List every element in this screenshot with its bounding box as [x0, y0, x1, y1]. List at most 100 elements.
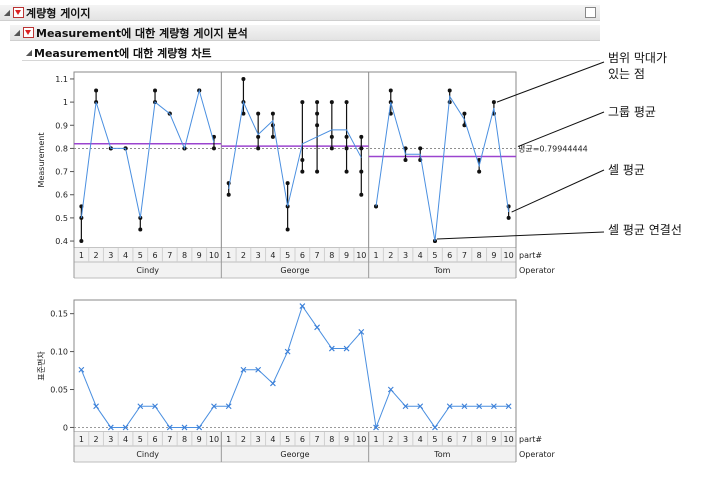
- part-label: 3: [403, 435, 408, 444]
- part-label: 1: [373, 435, 378, 444]
- std-dev-point: [432, 424, 438, 431]
- measurement-point: [241, 111, 246, 116]
- part-label: 7: [462, 435, 467, 444]
- operator-label: Tom: [433, 450, 450, 459]
- annotation-pointer: [517, 111, 605, 148]
- part-label: 5: [285, 435, 290, 444]
- part-axis-label: part#: [519, 251, 542, 260]
- part-label: 5: [285, 251, 290, 260]
- annotation-range-bars: 있는 점: [608, 67, 645, 81]
- part-label: 3: [256, 435, 261, 444]
- y-axis-label: Measurement: [37, 133, 46, 188]
- std-dev-point: [284, 348, 291, 355]
- measurement-point: [359, 134, 364, 139]
- report-header-gauge-analysis[interactable]: ◢ Measurement에 대한 계량형 게이지 분석: [10, 25, 600, 41]
- std-dev-point: [505, 403, 512, 410]
- part-label: 8: [329, 251, 334, 260]
- std-dev-point: [255, 366, 262, 373]
- y-tick-label: 1.1: [55, 75, 68, 84]
- collapse-triangle-icon[interactable]: ◢: [3, 8, 11, 17]
- operator-label: Cindy: [136, 266, 159, 275]
- measurement-point: [226, 192, 231, 197]
- part-label: 6: [300, 435, 305, 444]
- operator-label: George: [280, 266, 309, 275]
- part-label: 7: [315, 435, 320, 444]
- part-label: 2: [241, 251, 246, 260]
- part-label: 1: [373, 251, 378, 260]
- measurement-point: [344, 100, 349, 105]
- red-triangle-menu-icon[interactable]: [13, 7, 24, 18]
- part-label: 10: [356, 251, 366, 260]
- part-label: 5: [432, 251, 437, 260]
- annotation-cell-mean: 셀 평균: [608, 163, 645, 177]
- part-label: 7: [167, 251, 172, 260]
- std-dev-point: [358, 328, 365, 335]
- part-label: 2: [388, 251, 393, 260]
- part-label: 7: [462, 251, 467, 260]
- y-axis-label: 표준편차: [36, 351, 46, 381]
- part-label: 6: [447, 435, 452, 444]
- part-label: 9: [491, 435, 496, 444]
- report-title: 계량형 게이지: [26, 6, 91, 20]
- std-dev-point: [166, 424, 173, 431]
- restore-icon[interactable]: [585, 7, 596, 18]
- measurement-point: [418, 146, 423, 151]
- part-label: 9: [491, 251, 496, 260]
- std-dev-point: [491, 403, 497, 410]
- std-dev-point: [152, 403, 158, 410]
- red-triangle-menu-icon[interactable]: [23, 27, 34, 38]
- y-tick-label: 0.15: [50, 310, 68, 319]
- std-dev-point: [387, 386, 394, 393]
- part-label: 4: [123, 251, 128, 260]
- part-label: 2: [388, 435, 393, 444]
- collapse-triangle-icon[interactable]: ◢: [25, 48, 33, 57]
- part-label: 10: [504, 251, 514, 260]
- bottom-plot-frame: [73, 299, 517, 433]
- measurement-point: [270, 111, 275, 116]
- std-dev-point: [93, 403, 99, 410]
- measurement-point: [388, 88, 393, 93]
- part-label: 5: [138, 251, 143, 260]
- measurement-point: [359, 146, 364, 151]
- part-label: 2: [94, 251, 99, 260]
- part-label: 4: [270, 435, 275, 444]
- part-label: 10: [209, 435, 219, 444]
- part-label: 8: [329, 435, 334, 444]
- std-dev-point: [107, 424, 114, 431]
- collapse-triangle-icon[interactable]: ◢: [13, 28, 21, 37]
- measurement-point: [477, 169, 482, 174]
- measurement-point: [344, 169, 349, 174]
- part-axis-label: part#: [519, 435, 542, 444]
- report-header-gauge-chart[interactable]: ◢ Measurement에 대한 계량형 차트: [22, 45, 600, 61]
- part-label: 5: [138, 435, 143, 444]
- measurement-point: [506, 215, 511, 220]
- measurement-point: [241, 76, 246, 81]
- measurement-point: [153, 88, 158, 93]
- operator-label: Cindy: [136, 450, 159, 459]
- part-label: 6: [447, 251, 452, 260]
- report-header-gauge[interactable]: ◢ 계량형 게이지: [0, 5, 600, 21]
- part-label: 4: [418, 435, 423, 444]
- std-dev-point: [328, 345, 335, 352]
- part-label: 8: [477, 251, 482, 260]
- y-tick-label: 0.05: [50, 386, 68, 395]
- part-label: 8: [182, 251, 187, 260]
- part-label: 4: [418, 251, 423, 260]
- grand-mean-label: 평균=0.79944444: [518, 144, 588, 154]
- y-tick-label: 0.8: [55, 144, 68, 153]
- part-label: 2: [94, 435, 99, 444]
- std-dev-point: [461, 403, 468, 410]
- measurement-point: [447, 88, 452, 93]
- measurement-point: [256, 146, 261, 151]
- measurement-point: [344, 146, 349, 151]
- part-label: 3: [108, 435, 113, 444]
- measurement-point: [315, 169, 320, 174]
- chart-section-title: Measurement에 대한 계량형 차트: [34, 46, 212, 60]
- part-label: 2: [241, 435, 246, 444]
- std-dev-point: [299, 303, 306, 309]
- y-tick-label: 0.9: [55, 121, 68, 130]
- part-label: 1: [226, 251, 231, 260]
- std-dev-point: [78, 366, 85, 373]
- annotation-pointer: [436, 231, 605, 240]
